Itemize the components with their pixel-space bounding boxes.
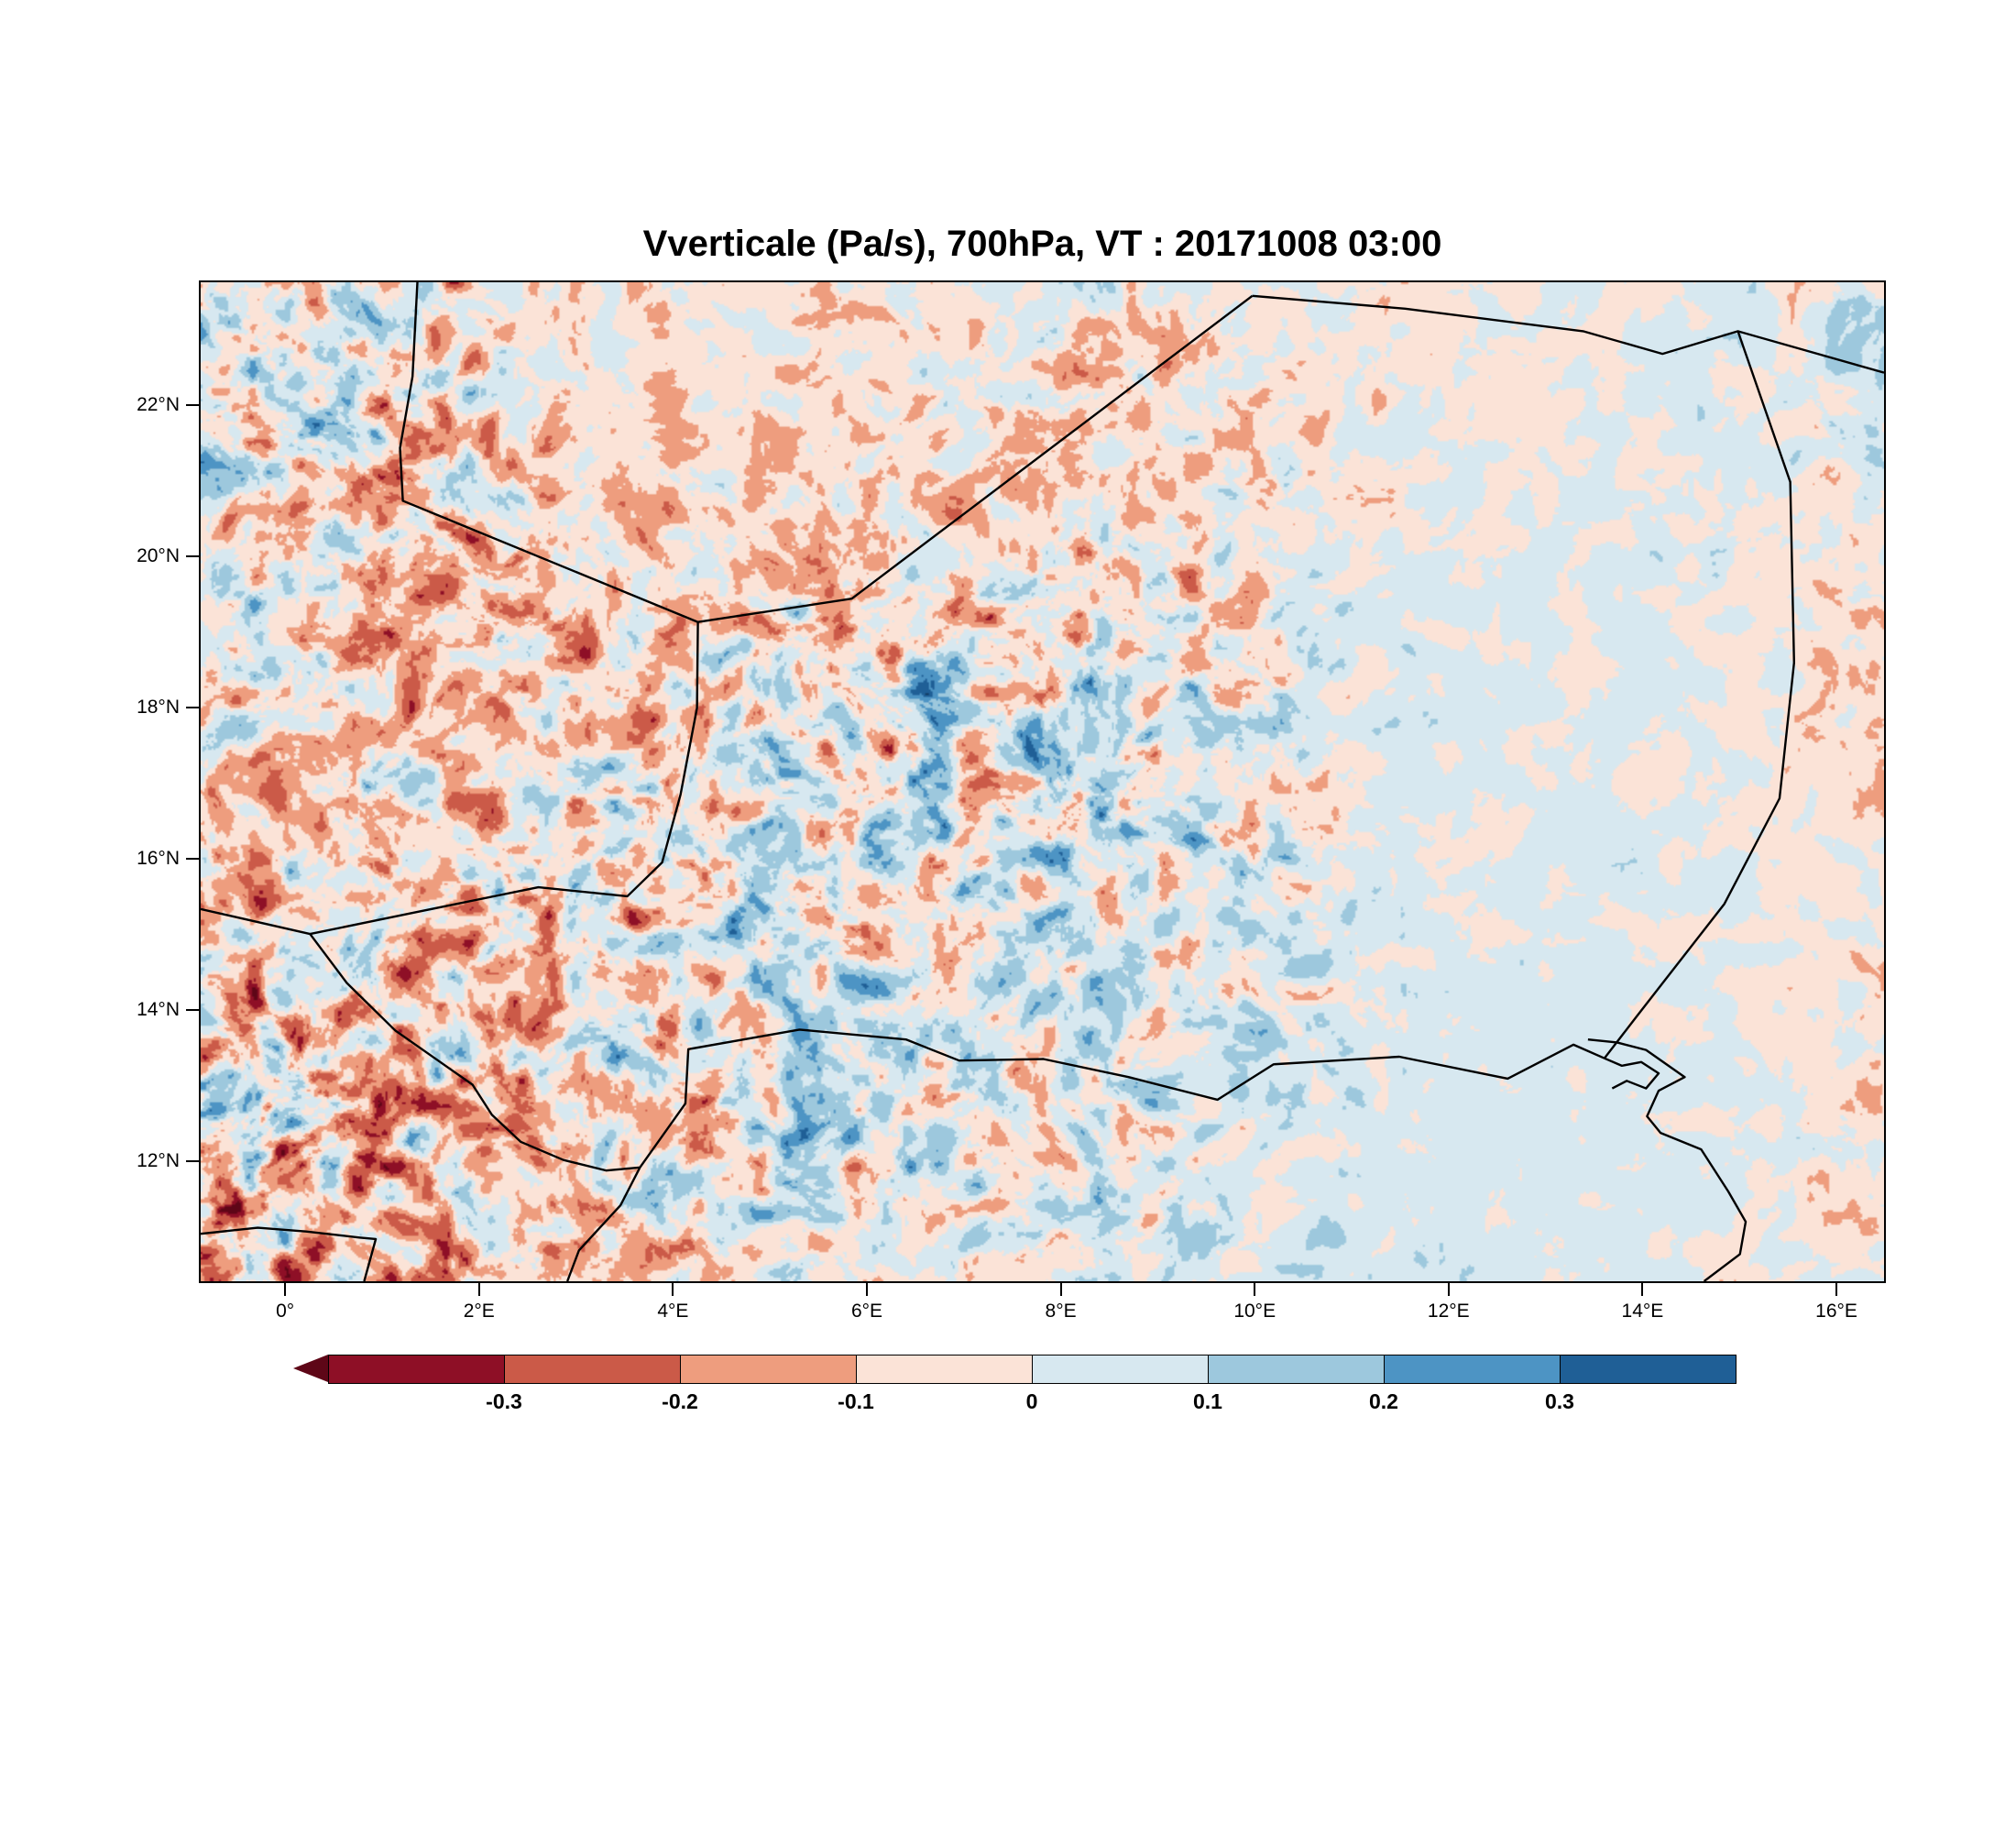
y-tick xyxy=(186,858,199,861)
colorbar-label: -0.1 xyxy=(838,1389,874,1413)
x-tick xyxy=(1641,1283,1644,1296)
x-tick-label: 14°E xyxy=(1621,1301,1664,1322)
x-tick xyxy=(1447,1283,1450,1296)
y-tick xyxy=(186,1160,199,1163)
x-tick-label: 2°E xyxy=(463,1301,495,1322)
colorbar-segment xyxy=(1209,1356,1385,1383)
x-tick-label: 6°E xyxy=(850,1301,883,1322)
country-border-line xyxy=(309,933,641,1172)
y-tick-label: 22°N xyxy=(137,394,180,416)
x-tick-label: 4°E xyxy=(657,1301,689,1322)
colorbar-label: 0.2 xyxy=(1369,1389,1398,1413)
chart-title: Vverticale (Pa/s), 700hPa, VT : 20171008… xyxy=(642,224,1442,264)
x-tick-label: 8°E xyxy=(1045,1301,1077,1322)
y-tick-label: 16°N xyxy=(137,848,180,870)
country-border-line xyxy=(201,1226,378,1281)
country-borders-overlay xyxy=(201,282,1884,1281)
map-plot xyxy=(199,280,1886,1283)
colorbar-label: -0.2 xyxy=(662,1389,698,1413)
colorbar-segment xyxy=(505,1356,681,1383)
country-border-line xyxy=(639,1028,1605,1169)
colorbar-label: 0.3 xyxy=(1545,1389,1574,1413)
country-border-line xyxy=(566,1167,641,1281)
y-tick xyxy=(186,1009,199,1012)
y-tick xyxy=(186,707,199,709)
y-tick-label: 18°N xyxy=(137,697,180,719)
x-tick-label: 12°E xyxy=(1427,1301,1470,1322)
x-tick-label: 0° xyxy=(276,1301,295,1322)
country-border-line xyxy=(1603,331,1796,1059)
colorbar-label: 0.1 xyxy=(1193,1389,1222,1413)
colorbar-segment xyxy=(1385,1356,1561,1383)
x-tick xyxy=(1835,1283,1838,1296)
x-tick xyxy=(672,1283,674,1296)
colorbar-segment xyxy=(857,1356,1033,1383)
y-tick-label: 14°N xyxy=(137,999,180,1021)
colorbar-segment xyxy=(681,1356,857,1383)
y-tick xyxy=(186,555,199,558)
x-tick xyxy=(1254,1283,1256,1296)
y-tick xyxy=(186,404,199,407)
colorbar-segment xyxy=(1561,1356,1736,1383)
colorbar-label: 0 xyxy=(1025,1389,1038,1413)
country-border-line xyxy=(310,621,699,936)
country-border-line xyxy=(697,294,1254,623)
country-border-line xyxy=(399,282,699,623)
colorbar-segment xyxy=(329,1356,505,1383)
colorbar-label: -0.3 xyxy=(486,1389,522,1413)
x-tick-label: 16°E xyxy=(1815,1301,1857,1322)
y-tick-label: 12°N xyxy=(137,1150,180,1172)
field-canvas xyxy=(201,282,1884,1281)
colorbar-segments xyxy=(328,1355,1737,1384)
x-tick xyxy=(284,1283,287,1296)
colorbar-segment xyxy=(1033,1356,1209,1383)
x-tick xyxy=(477,1283,480,1296)
country-border-line xyxy=(201,907,311,936)
country-border-line xyxy=(1587,1037,1748,1281)
y-tick-label: 20°N xyxy=(137,545,180,567)
x-tick xyxy=(1059,1283,1062,1296)
colorbar-left-arrow xyxy=(293,1355,328,1382)
x-tick-label: 10°E xyxy=(1233,1301,1276,1322)
x-tick xyxy=(865,1283,868,1296)
country-border-line xyxy=(1604,1057,1660,1090)
country-border-line xyxy=(1252,294,1884,374)
